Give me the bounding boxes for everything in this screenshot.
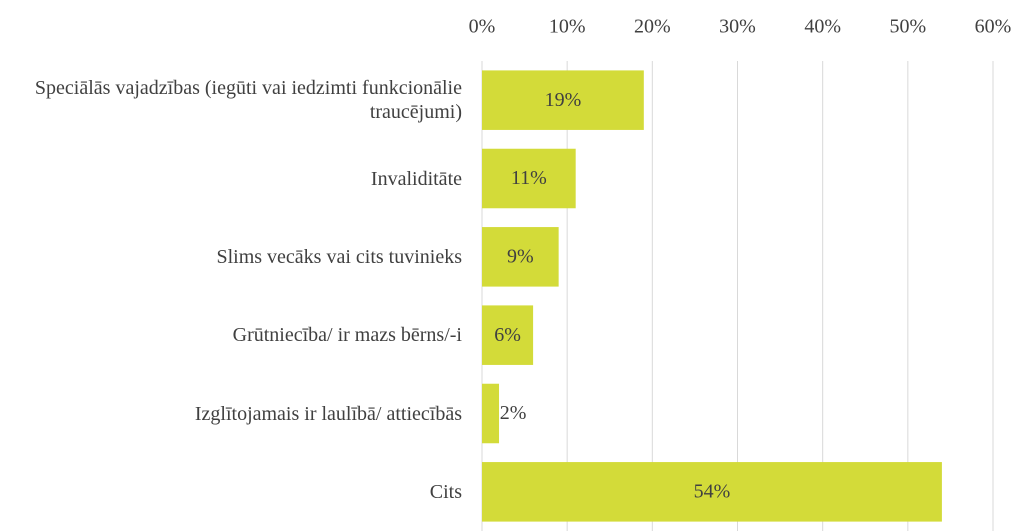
bar (482, 462, 942, 522)
bar (482, 383, 500, 444)
category-label: Grūtniecība/ ir mazs bērns/-i (232, 324, 462, 347)
category-label: Invaliditāte (370, 167, 462, 190)
x-tick-label: 30% (719, 16, 756, 38)
value-label: 6% (494, 324, 521, 346)
category-label: Cits (429, 480, 462, 503)
bar (482, 305, 534, 365)
category-label: Izglītojamais ir laulībā/ attiecībās (194, 402, 462, 425)
value-label: 19% (545, 89, 582, 111)
x-tick-label: 40% (804, 16, 841, 38)
x-tick-label: 10% (549, 16, 586, 38)
x-tick-label: 0% (469, 16, 496, 38)
value-label: 11% (511, 167, 547, 189)
category-label: Slims vecāks vai cits tuvinieks (216, 245, 462, 268)
value-label: 2% (500, 402, 527, 424)
category-label: Speciālās vajadzības (iegūti vai iedzimt… (34, 77, 462, 124)
bar (482, 148, 576, 209)
bar (482, 227, 559, 287)
value-label: 54% (694, 480, 731, 502)
x-tick-label: 50% (889, 16, 926, 38)
x-tick-label: 60% (975, 16, 1012, 38)
x-tick-label: 20% (634, 16, 671, 38)
bar (482, 70, 644, 130)
value-label: 9% (507, 245, 534, 267)
